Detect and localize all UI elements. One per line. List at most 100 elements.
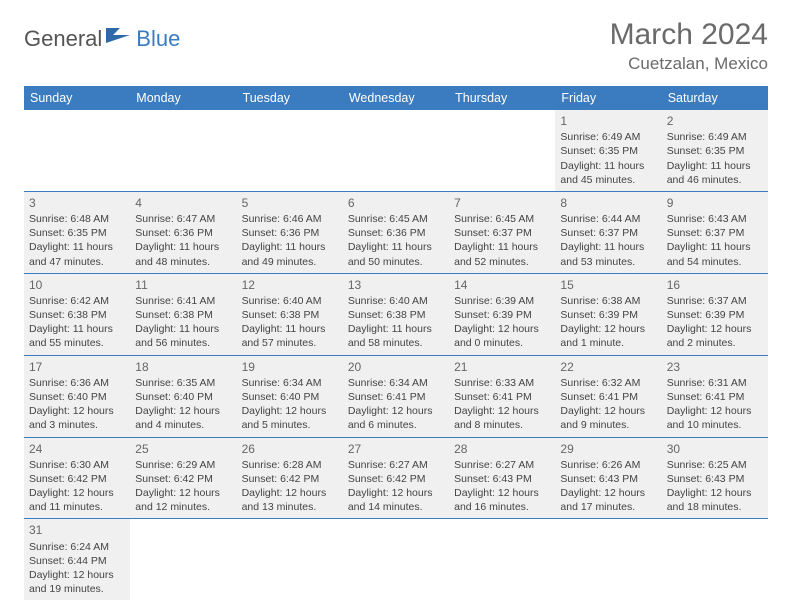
day-detail: Sunrise: 6:30 AM xyxy=(29,458,125,472)
day-number: 14 xyxy=(454,277,550,293)
day-cell: 17Sunrise: 6:36 AMSunset: 6:40 PMDayligh… xyxy=(24,355,130,437)
day-cell: 13Sunrise: 6:40 AMSunset: 6:38 PMDayligh… xyxy=(343,273,449,355)
day-cell: 14Sunrise: 6:39 AMSunset: 6:39 PMDayligh… xyxy=(449,273,555,355)
day-detail: Sunrise: 6:40 AM xyxy=(348,294,444,308)
day-detail: Sunrise: 6:38 AM xyxy=(560,294,656,308)
day-detail: Daylight: 12 hours xyxy=(135,404,231,418)
day-detail: Daylight: 12 hours xyxy=(29,486,125,500)
day-detail: Sunset: 6:44 PM xyxy=(29,554,125,568)
day-detail: and 49 minutes. xyxy=(242,255,338,269)
day-detail: Sunrise: 6:49 AM xyxy=(560,130,656,144)
week-row: 3Sunrise: 6:48 AMSunset: 6:35 PMDaylight… xyxy=(24,191,768,273)
day-detail: and 47 minutes. xyxy=(29,255,125,269)
day-detail: Daylight: 12 hours xyxy=(667,404,763,418)
day-detail: and 17 minutes. xyxy=(560,500,656,514)
dow-header: Saturday xyxy=(662,86,768,110)
day-number: 25 xyxy=(135,441,231,457)
day-detail: Sunset: 6:37 PM xyxy=(667,226,763,240)
day-detail: Daylight: 12 hours xyxy=(29,404,125,418)
day-detail: Sunrise: 6:32 AM xyxy=(560,376,656,390)
day-number: 3 xyxy=(29,195,125,211)
day-detail: Sunrise: 6:44 AM xyxy=(560,212,656,226)
day-detail: Sunrise: 6:31 AM xyxy=(667,376,763,390)
day-detail: Sunset: 6:35 PM xyxy=(560,144,656,158)
day-number: 28 xyxy=(454,441,550,457)
day-cell: 11Sunrise: 6:41 AMSunset: 6:38 PMDayligh… xyxy=(130,273,236,355)
day-number: 12 xyxy=(242,277,338,293)
day-detail: Daylight: 11 hours xyxy=(560,240,656,254)
day-detail: Sunset: 6:40 PM xyxy=(135,390,231,404)
calendar-table: Sunday Monday Tuesday Wednesday Thursday… xyxy=(24,86,768,600)
day-detail: Daylight: 11 hours xyxy=(135,240,231,254)
day-detail: Sunrise: 6:33 AM xyxy=(454,376,550,390)
day-detail: Daylight: 11 hours xyxy=(242,322,338,336)
day-number: 7 xyxy=(454,195,550,211)
day-detail: Daylight: 12 hours xyxy=(667,486,763,500)
day-detail: and 18 minutes. xyxy=(667,500,763,514)
day-cell: 8Sunrise: 6:44 AMSunset: 6:37 PMDaylight… xyxy=(555,191,661,273)
day-number: 20 xyxy=(348,359,444,375)
day-cell: 15Sunrise: 6:38 AMSunset: 6:39 PMDayligh… xyxy=(555,273,661,355)
day-detail: Daylight: 12 hours xyxy=(560,486,656,500)
week-row: 31Sunrise: 6:24 AMSunset: 6:44 PMDayligh… xyxy=(24,519,768,600)
page-title: March 2024 xyxy=(610,18,768,52)
day-number: 6 xyxy=(348,195,444,211)
day-detail: Daylight: 12 hours xyxy=(560,404,656,418)
day-detail: and 56 minutes. xyxy=(135,336,231,350)
day-detail: Sunset: 6:35 PM xyxy=(29,226,125,240)
day-detail: and 0 minutes. xyxy=(454,336,550,350)
day-detail: Sunrise: 6:43 AM xyxy=(667,212,763,226)
day-number: 18 xyxy=(135,359,231,375)
day-number: 21 xyxy=(454,359,550,375)
day-detail: and 6 minutes. xyxy=(348,418,444,432)
day-detail: Sunset: 6:41 PM xyxy=(560,390,656,404)
day-detail: Daylight: 11 hours xyxy=(560,159,656,173)
day-cell: 20Sunrise: 6:34 AMSunset: 6:41 PMDayligh… xyxy=(343,355,449,437)
day-detail: Sunset: 6:37 PM xyxy=(560,226,656,240)
day-cell xyxy=(555,519,661,600)
week-row: 1Sunrise: 6:49 AMSunset: 6:35 PMDaylight… xyxy=(24,110,768,191)
day-detail: Daylight: 11 hours xyxy=(242,240,338,254)
day-cell xyxy=(24,110,130,191)
day-cell xyxy=(130,519,236,600)
day-detail: Sunset: 6:41 PM xyxy=(454,390,550,404)
day-detail: Sunrise: 6:49 AM xyxy=(667,130,763,144)
day-detail: Daylight: 11 hours xyxy=(29,322,125,336)
day-detail: Sunset: 6:38 PM xyxy=(242,308,338,322)
day-cell: 25Sunrise: 6:29 AMSunset: 6:42 PMDayligh… xyxy=(130,437,236,519)
day-detail: Daylight: 11 hours xyxy=(29,240,125,254)
day-cell xyxy=(343,519,449,600)
week-row: 10Sunrise: 6:42 AMSunset: 6:38 PMDayligh… xyxy=(24,273,768,355)
day-number: 9 xyxy=(667,195,763,211)
day-detail: Daylight: 12 hours xyxy=(348,486,444,500)
day-detail: Daylight: 12 hours xyxy=(242,486,338,500)
day-cell: 4Sunrise: 6:47 AMSunset: 6:36 PMDaylight… xyxy=(130,191,236,273)
day-detail: and 12 minutes. xyxy=(135,500,231,514)
day-cell xyxy=(449,519,555,600)
day-number: 26 xyxy=(242,441,338,457)
day-cell: 5Sunrise: 6:46 AMSunset: 6:36 PMDaylight… xyxy=(237,191,343,273)
day-detail: Daylight: 12 hours xyxy=(454,486,550,500)
day-number: 24 xyxy=(29,441,125,457)
day-detail: and 57 minutes. xyxy=(242,336,338,350)
day-detail: Sunrise: 6:41 AM xyxy=(135,294,231,308)
day-number: 29 xyxy=(560,441,656,457)
day-detail: Sunset: 6:39 PM xyxy=(560,308,656,322)
day-detail: and 19 minutes. xyxy=(29,582,125,596)
day-number: 19 xyxy=(242,359,338,375)
day-number: 22 xyxy=(560,359,656,375)
day-detail: Sunrise: 6:27 AM xyxy=(454,458,550,472)
day-detail: Sunset: 6:41 PM xyxy=(348,390,444,404)
day-number: 27 xyxy=(348,441,444,457)
day-detail: Sunset: 6:40 PM xyxy=(29,390,125,404)
day-detail: Sunrise: 6:48 AM xyxy=(29,212,125,226)
day-detail: Sunset: 6:35 PM xyxy=(667,144,763,158)
day-cell: 30Sunrise: 6:25 AMSunset: 6:43 PMDayligh… xyxy=(662,437,768,519)
day-detail: Sunset: 6:43 PM xyxy=(454,472,550,486)
day-number: 17 xyxy=(29,359,125,375)
day-cell xyxy=(662,519,768,600)
day-detail: and 54 minutes. xyxy=(667,255,763,269)
day-detail: Daylight: 11 hours xyxy=(348,322,444,336)
dow-header: Sunday xyxy=(24,86,130,110)
week-row: 24Sunrise: 6:30 AMSunset: 6:42 PMDayligh… xyxy=(24,437,768,519)
